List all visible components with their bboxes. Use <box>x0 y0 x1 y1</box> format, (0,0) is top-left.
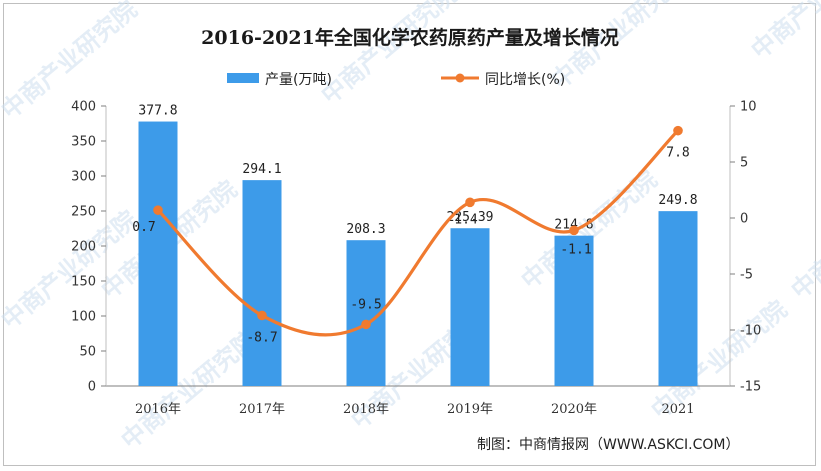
x-tick-label: 2021 <box>661 402 694 417</box>
x-tick-label: 2020年 <box>551 402 597 417</box>
y-left-tick-label: 150 <box>71 275 96 290</box>
bar <box>138 121 178 386</box>
growth-value-label: -9.5 <box>350 297 381 312</box>
y-axis-right-ticks: -15 -10 -5 0 5 10 <box>730 100 761 395</box>
bar-data-labels: 377.8 294.1 208.3 225.39 214.8 249.8 <box>138 104 697 238</box>
x-tick-label: 2018年 <box>343 402 389 417</box>
x-axis-ticks: 2016年 2017年 2018年 2019年 2020年 2021 <box>135 402 695 417</box>
bar <box>242 180 282 386</box>
y-right-tick-label: -15 <box>740 380 761 395</box>
legend: 产量(万吨) 同比增长(%) <box>227 72 565 88</box>
y-left-tick-label: 200 <box>71 240 96 255</box>
growth-line <box>156 129 680 337</box>
watermark-text: 中商产业研究院 <box>746 0 821 65</box>
bar-value-label: 214.8 <box>554 218 593 233</box>
y-axis-left-ticks: 0 50 100 150 200 250 300 350 400 <box>71 100 106 395</box>
growth-point <box>673 125 683 136</box>
y-left-tick-label: 100 <box>71 310 96 325</box>
growth-value-label: 1.4 <box>454 212 478 227</box>
bar-series <box>138 121 698 386</box>
watermark-text: 中商产业研究院 <box>786 175 821 304</box>
chart-title: 2016-2021年全国化学农药原药产量及增长情况 <box>201 26 619 49</box>
bar-value-label: 208.3 <box>346 222 385 237</box>
growth-value-label: -1.1 <box>560 242 591 257</box>
y-left-tick-label: 250 <box>71 205 96 220</box>
y-left-tick-label: 400 <box>71 100 96 115</box>
x-tick-label: 2016年 <box>135 402 181 417</box>
growth-value-label: 0.7 <box>132 220 155 235</box>
growth-value-label: 7.8 <box>666 146 689 161</box>
y-left-tick-label: 0 <box>88 380 96 395</box>
bar-value-label: 377.8 <box>138 104 177 119</box>
watermark-text: 中商产业研究院 <box>116 325 263 454</box>
y-left-tick-label: 50 <box>79 345 96 360</box>
bar-value-label: 294.1 <box>242 162 281 177</box>
y-left-tick-label: 350 <box>71 135 96 150</box>
growth-point <box>361 319 371 330</box>
growth-point <box>257 310 267 321</box>
growth-data-labels: 0.7 -8.7 -9.5 1.4 -1.1 7.8 <box>132 146 689 346</box>
source-credit: 制图：中商情报网（WWW.ASKCI.COM） <box>477 437 739 453</box>
growth-value-label: -8.7 <box>246 330 277 345</box>
y-left-tick-label: 300 <box>71 170 96 185</box>
legend-swatch-growth-marker <box>455 73 465 83</box>
y-right-tick-label: 5 <box>740 156 748 171</box>
watermark-text: 中商产业研究院 <box>316 0 463 110</box>
y-right-tick-label: 10 <box>740 100 757 115</box>
bar-value-label: 225.39 <box>447 210 494 225</box>
legend-label-growth: 同比增长(%) <box>485 72 565 88</box>
bar <box>450 228 490 386</box>
bar <box>658 211 698 386</box>
bar <box>554 235 594 386</box>
growth-point <box>465 197 475 208</box>
growth-point <box>153 205 163 215</box>
x-tick-label: 2019年 <box>447 402 493 417</box>
x-tick-label: 2017年 <box>239 402 285 417</box>
growth-point <box>569 225 579 236</box>
bar-value-label: 249.8 <box>658 193 697 208</box>
legend-label-production: 产量(万吨) <box>265 72 332 88</box>
y-right-tick-label: -10 <box>740 324 761 339</box>
growth-markers <box>153 125 683 330</box>
y-right-tick-label: 0 <box>740 212 748 227</box>
legend-swatch-production <box>227 73 259 83</box>
y-right-tick-label: -5 <box>740 268 753 283</box>
